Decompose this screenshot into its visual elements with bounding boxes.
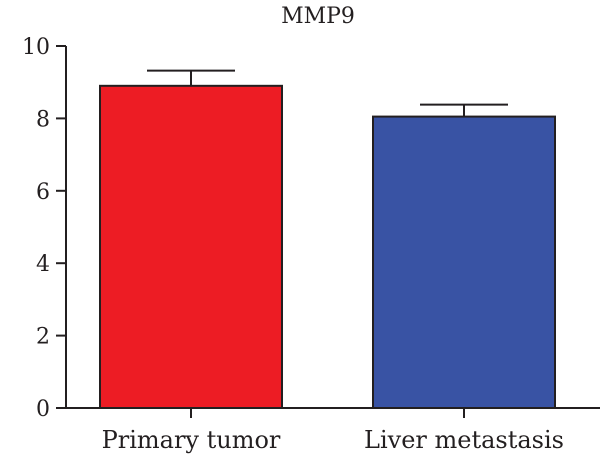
y-tick-label: 2 xyxy=(36,325,50,350)
chart-title: MMP9 xyxy=(281,4,355,29)
y-axis: 0 2 4 6 8 10 xyxy=(22,35,67,422)
x-tick-label: Primary tumor xyxy=(102,426,281,454)
y-tick-label: 8 xyxy=(36,107,50,132)
y-tick-label: 0 xyxy=(36,397,50,422)
x-axis: Primary tumor Liver metastasis xyxy=(65,407,600,454)
y-tick-label: 10 xyxy=(22,35,50,60)
bar-liver-metastasis xyxy=(372,115,556,409)
bars xyxy=(99,69,556,409)
bar-primary-tumor xyxy=(99,84,283,409)
y-tick-label: 4 xyxy=(36,252,50,277)
y-tick-label: 6 xyxy=(36,180,50,205)
x-tick-label: Liver metastasis xyxy=(364,426,564,454)
